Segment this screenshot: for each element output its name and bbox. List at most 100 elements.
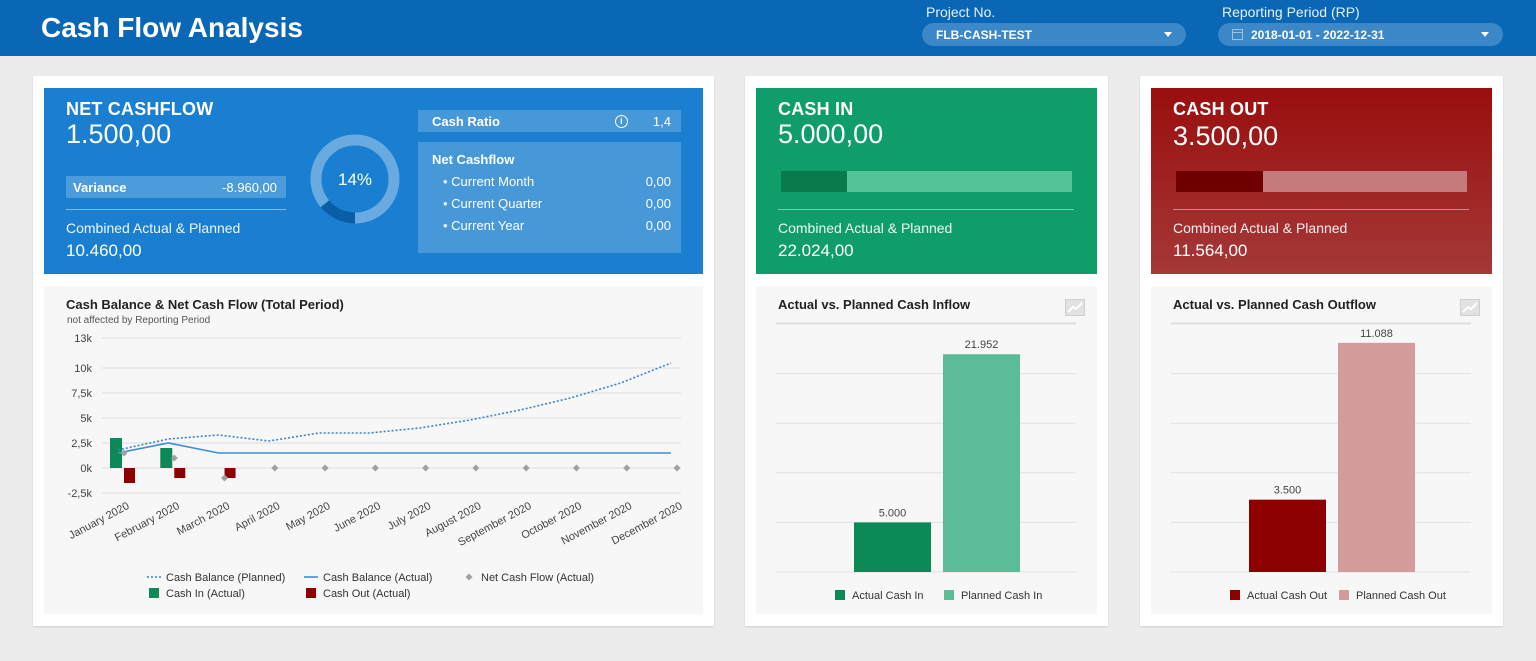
cash-out-panel: CASH OUT 3.500,00 Combined Actual & Plan… bbox=[1140, 76, 1503, 626]
cash-in-value: 5.000,00 bbox=[778, 119, 884, 149]
legend-swatch bbox=[1230, 590, 1240, 600]
net-cash-flow-point bbox=[572, 464, 580, 472]
combined-value: 10.460,00 bbox=[66, 241, 142, 260]
cash-balance-actual-line bbox=[117, 442, 671, 454]
bar bbox=[1338, 342, 1415, 572]
cash-ratio-label: Cash Ratio bbox=[432, 113, 500, 129]
cash-out-value: 3.500,00 bbox=[1173, 121, 1279, 151]
net-cash-flow-point bbox=[221, 474, 229, 482]
legend-swatch bbox=[944, 590, 954, 600]
legend-label: Cash Out (Actual) bbox=[323, 588, 410, 600]
chart-title: Actual vs. Planned Cash Inflow bbox=[778, 297, 971, 312]
legend-swatch bbox=[465, 573, 473, 581]
bar bbox=[943, 354, 1020, 572]
y-tick-label: 7,5k bbox=[71, 388, 92, 400]
project-value: FLB-CASH-TEST bbox=[936, 27, 1032, 42]
combined-value: 22.024,00 bbox=[778, 241, 854, 260]
chart-subtitle: not affected by Reporting Period bbox=[67, 315, 211, 326]
breakdown-label: • Current Year bbox=[443, 218, 525, 233]
y-tick-label: 10k bbox=[74, 363, 92, 375]
cash-ratio-row: Cash Ratio i 1,4 bbox=[418, 110, 681, 132]
period-label: Reporting Period (RP) bbox=[1222, 4, 1360, 20]
project-select[interactable]: FLB-CASH-TEST bbox=[922, 23, 1186, 46]
bar-value-label: 3.500 bbox=[1274, 485, 1302, 497]
trend-chart-icon[interactable] bbox=[1065, 299, 1085, 316]
x-tick-label: May 2020 bbox=[284, 500, 332, 533]
cash-out-progress-fill bbox=[1176, 171, 1264, 192]
cash-out-title: CASH OUT bbox=[1173, 99, 1269, 119]
net-cash-flow-point bbox=[271, 464, 279, 472]
combined-label: Combined Actual & Planned bbox=[66, 220, 241, 236]
cash-out-bar bbox=[174, 468, 186, 478]
cash-inflow-chart-area: Actual vs. Planned Cash Inflow 5.000 21.9… bbox=[756, 286, 1097, 614]
cash-in-progress bbox=[781, 171, 1072, 192]
legend-label: Actual Cash Out bbox=[1247, 590, 1327, 602]
cash-ratio-value: 1,4 bbox=[652, 113, 671, 129]
net-cashflow-panel: NET CASHFLOW 1.500,00 Variance -8.960,00… bbox=[33, 76, 714, 626]
chart-title: Actual vs. Planned Cash Outflow bbox=[1173, 297, 1376, 312]
page-title: Cash Flow Analysis bbox=[41, 12, 303, 43]
cash-balance-planned-line bbox=[117, 362, 672, 451]
net-cashflow-value: 1.500,00 bbox=[66, 119, 172, 149]
donut-arc bbox=[310, 134, 400, 224]
legend-swatch bbox=[306, 588, 316, 598]
divider bbox=[778, 209, 1074, 210]
y-tick-label: 13k bbox=[74, 333, 92, 345]
legend-label: Cash Balance (Planned) bbox=[166, 572, 285, 584]
y-tick-label: 0k bbox=[80, 463, 92, 475]
x-tick-label: June 2020 bbox=[332, 500, 383, 535]
period-filter: Reporting Period (RP) 2018-01-01 - 2022-… bbox=[1218, 4, 1503, 46]
y-tick-label: 2,5k bbox=[71, 438, 92, 450]
info-icon[interactable]: i bbox=[614, 114, 628, 128]
cash-outflow-chart-area: Actual vs. Planned Cash Outflow 3.500 11.… bbox=[1151, 286, 1492, 614]
cash-balance-chart-area: Cash Balance & Net Cash Flow (Total Peri… bbox=[44, 286, 703, 614]
breakdown-value: 0,00 bbox=[645, 174, 671, 189]
y-tick-label: -2,5k bbox=[68, 488, 93, 500]
breakdown-label: • Current Quarter bbox=[443, 196, 543, 211]
cash-in-panel: CASH IN 5.000,00 Combined Actual & Plann… bbox=[745, 76, 1108, 626]
variance-value: -8.960,00 bbox=[222, 179, 277, 195]
period-select[interactable]: 2018-01-01 - 2022-12-31 bbox=[1218, 23, 1503, 46]
breakdown-row: • Current Month 0,00 bbox=[443, 174, 671, 189]
breakdown-label: • Current Month bbox=[443, 174, 535, 189]
breakdown-title: Net Cashflow bbox=[432, 152, 515, 167]
chevron-down-icon bbox=[1164, 32, 1172, 37]
chevron-down-icon bbox=[1481, 32, 1489, 37]
legend-swatch bbox=[149, 588, 159, 598]
bar-value-label: 21.952 bbox=[965, 339, 999, 351]
cash-in-bar bbox=[160, 448, 173, 468]
x-tick-label: April 2020 bbox=[233, 500, 282, 534]
net-cashflow-card: NET CASHFLOW 1.500,00 Variance -8.960,00… bbox=[44, 88, 703, 274]
bar bbox=[854, 522, 931, 572]
legend-label: Planned Cash In bbox=[961, 590, 1042, 602]
cash-in-title: CASH IN bbox=[778, 99, 854, 119]
period-value: 2018-01-01 - 2022-12-31 bbox=[1251, 27, 1385, 42]
variance-row: Variance -8.960,00 bbox=[66, 176, 286, 198]
cash-out-bar bbox=[124, 468, 135, 483]
net-cash-flow-point bbox=[623, 464, 631, 472]
bar bbox=[1249, 499, 1326, 572]
net-cash-flow-point bbox=[422, 464, 430, 472]
net-cash-flow-point bbox=[673, 464, 681, 472]
cash-out-progress bbox=[1176, 171, 1467, 192]
combined-label: Combined Actual & Planned bbox=[1173, 220, 1348, 236]
cash-inflow-chart: 5.000 21.952 Actual Cash In Planned Cash In bbox=[776, 322, 1076, 602]
net-cashflow-breakdown: Net Cashflow • Current Month 0,00 • Curr… bbox=[418, 142, 681, 253]
legend-label: Actual Cash In bbox=[852, 590, 924, 602]
net-cash-flow-point bbox=[321, 464, 329, 472]
trend-chart-icon[interactable] bbox=[1460, 299, 1480, 316]
variance-label: Variance bbox=[73, 179, 127, 195]
net-cash-flow-point bbox=[120, 449, 128, 457]
legend-label: Net Cash Flow (Actual) bbox=[481, 572, 594, 584]
donut-percent: 14% bbox=[337, 170, 373, 189]
bar-value-label: 11.088 bbox=[1360, 328, 1393, 340]
net-cash-flow-point bbox=[170, 454, 178, 462]
legend-label: Planned Cash Out bbox=[1356, 590, 1446, 602]
legend-swatch bbox=[1339, 590, 1349, 600]
cash-out-card: CASH OUT 3.500,00 Combined Actual & Plan… bbox=[1151, 88, 1492, 274]
cash-out-bar bbox=[224, 468, 236, 478]
breakdown-value: 0,00 bbox=[645, 196, 671, 211]
divider bbox=[1173, 209, 1469, 210]
legend-label: Cash In (Actual) bbox=[166, 588, 245, 600]
